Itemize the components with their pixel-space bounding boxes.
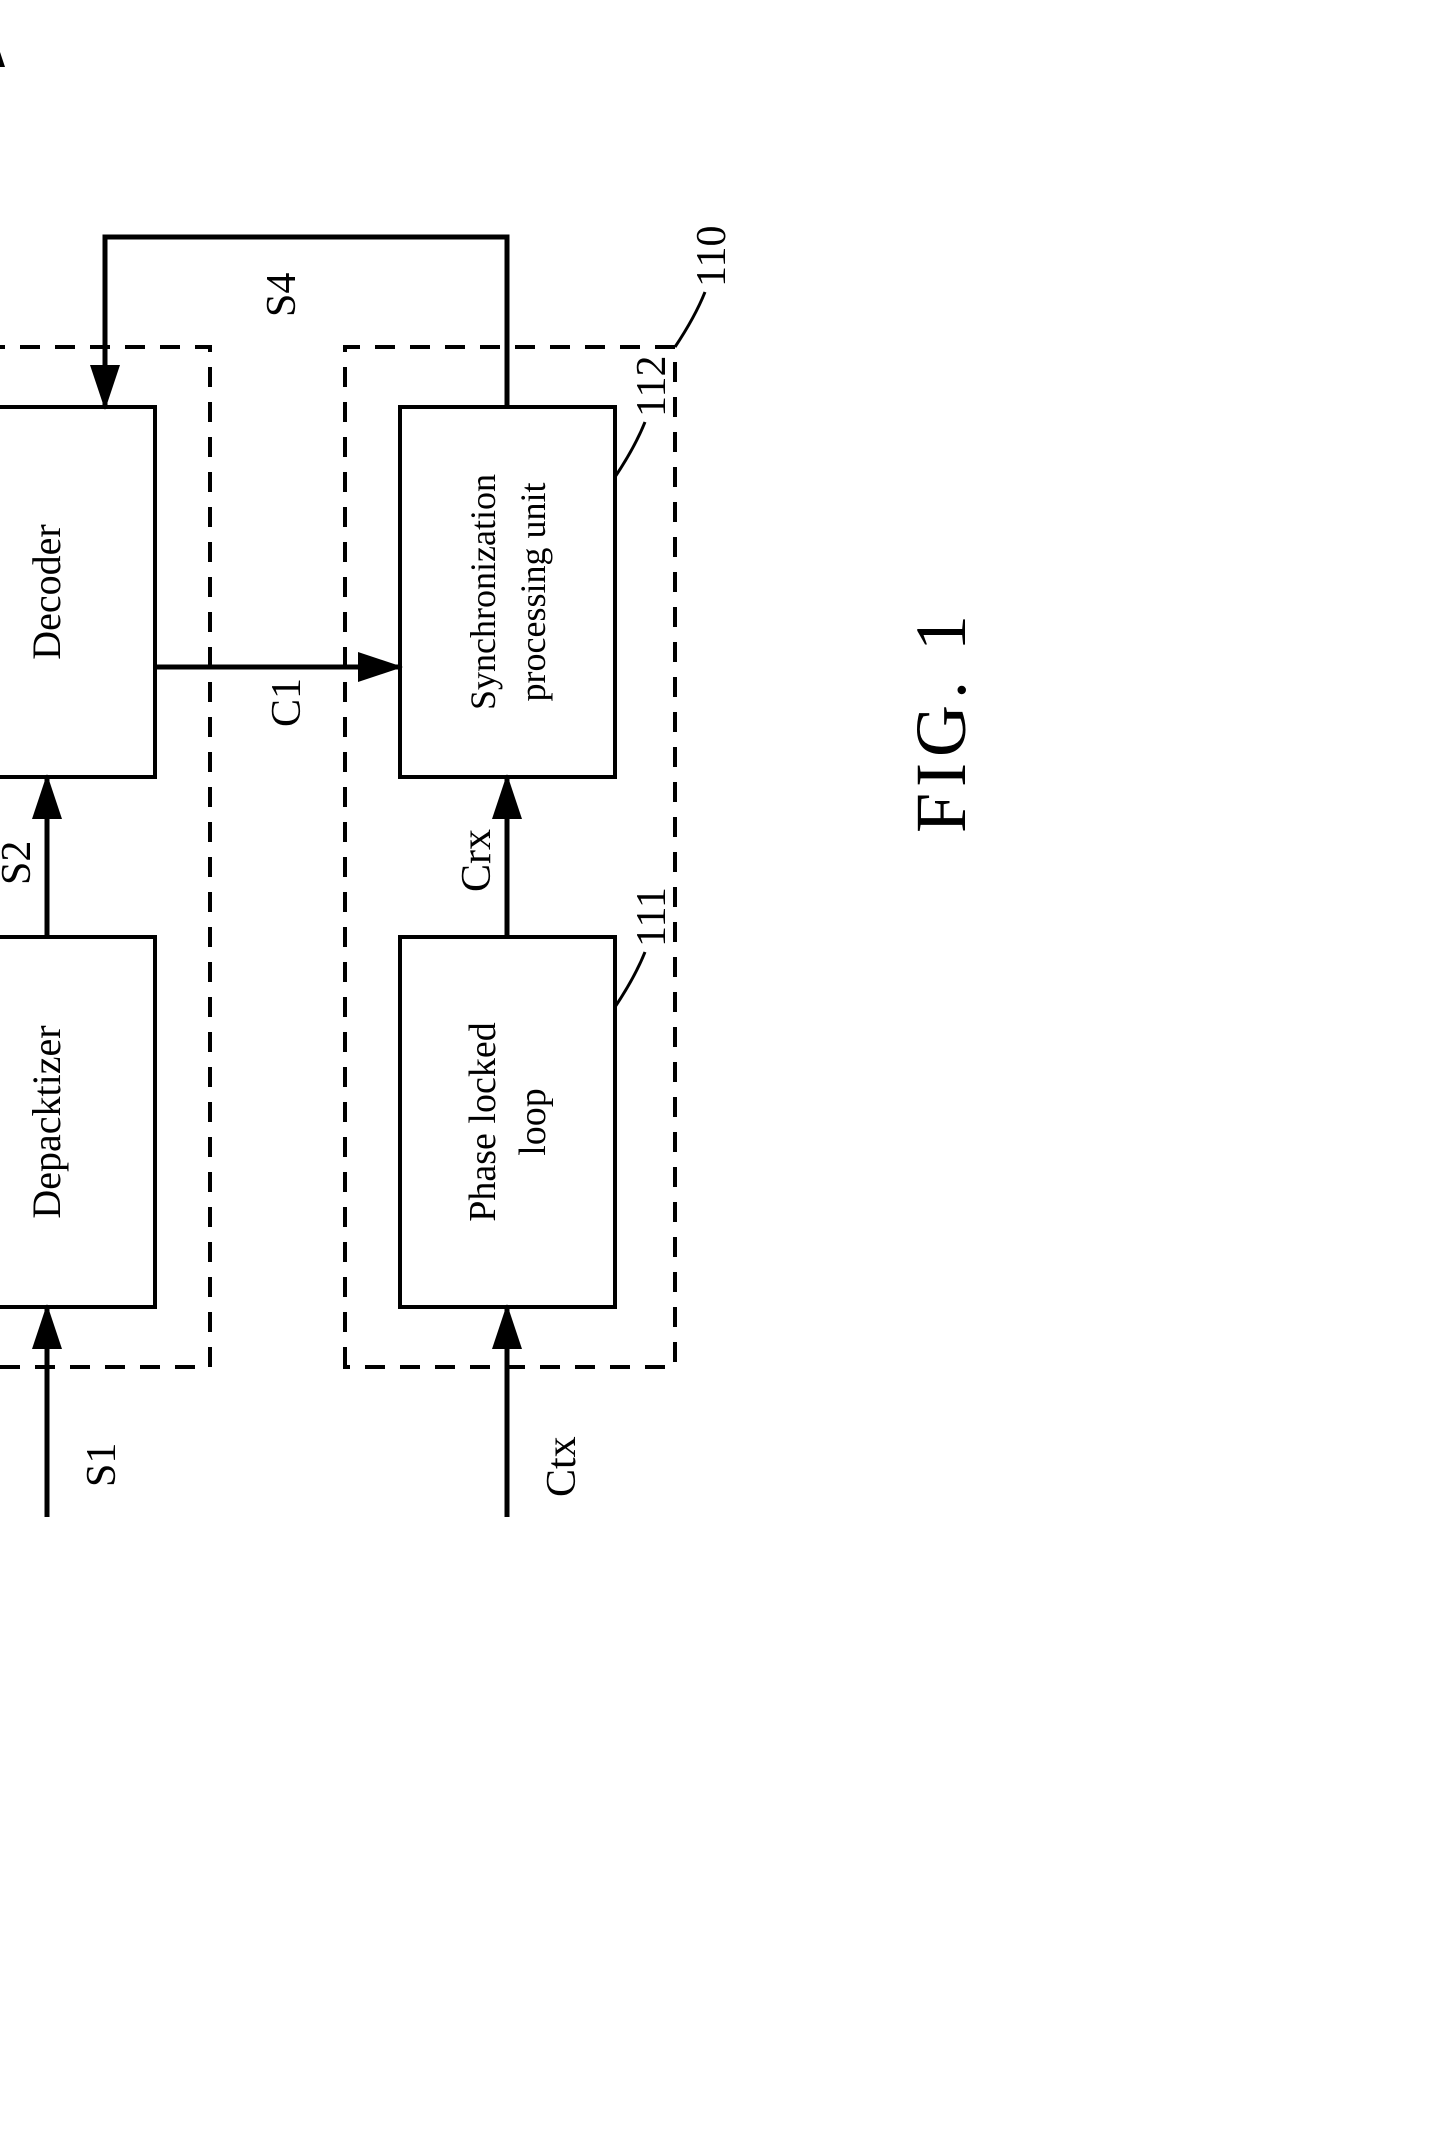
- ref-110-lead: [675, 292, 705, 347]
- diagram-svg: Depacktizer Decoder Phase locked loop Sy…: [0, 0, 1097, 1787]
- figure-label: FIG. 1: [901, 609, 981, 833]
- diagram-container: Depacktizer Decoder Phase locked loop Sy…: [0, 345, 1442, 1787]
- sync-label-1: Synchronization: [463, 474, 503, 710]
- sync-label-2: processing unit: [513, 483, 553, 702]
- ctx-label: Ctx: [539, 1436, 585, 1497]
- ref-112-lead: [615, 422, 645, 477]
- crx-label: Crx: [454, 829, 500, 892]
- sync-box: [400, 407, 615, 777]
- depacktizer-label: Depacktizer: [24, 1025, 69, 1218]
- decoder-label: Decoder: [24, 524, 69, 659]
- s2-label: S2: [0, 841, 40, 885]
- pll-label-2: loop: [512, 1088, 554, 1156]
- ref-111: 111: [629, 887, 675, 947]
- ref-112: 112: [629, 356, 675, 417]
- s4-arrow: [105, 237, 507, 407]
- pll-box: [400, 937, 615, 1307]
- pll-label-1: Phase locked: [462, 1022, 504, 1221]
- ref-111-lead: [615, 952, 645, 1007]
- s1-label: S1: [79, 1443, 125, 1487]
- s4-label: S4: [259, 273, 305, 317]
- ref-110: 110: [689, 226, 735, 287]
- c1-label: C1: [264, 678, 310, 727]
